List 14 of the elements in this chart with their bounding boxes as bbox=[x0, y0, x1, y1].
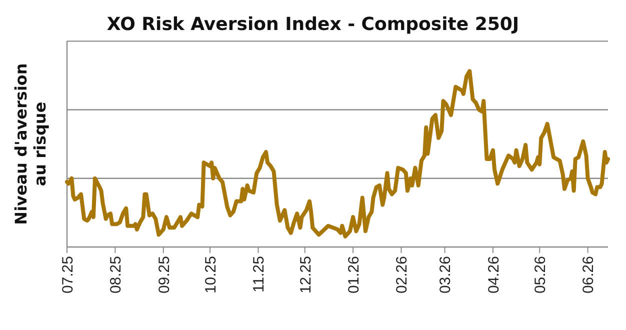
x-tick-label: 09.25 bbox=[156, 256, 173, 294]
x-tick-label: 04.26 bbox=[485, 256, 502, 294]
x-tick-label: 01.26 bbox=[345, 256, 362, 294]
x-tick-label: 05.26 bbox=[532, 256, 549, 294]
x-tick-label: 11.25 bbox=[250, 256, 268, 292]
x-tick-label: 08.25 bbox=[108, 256, 125, 294]
x-tick-label: 03.26 bbox=[437, 256, 454, 294]
x-tick-label: 07.25 bbox=[59, 256, 76, 294]
x-tick-label: 10.25 bbox=[202, 256, 220, 294]
x-tick-label: 06.26 bbox=[580, 256, 598, 294]
chart-title: XO Risk Aversion Index - Composite 250J bbox=[106, 14, 520, 35]
y-axis-title: Niveau d'aversion au risque bbox=[11, 63, 50, 225]
x-tick-label: 12.25 bbox=[297, 256, 314, 294]
x-tick-label: 02.26 bbox=[394, 256, 411, 294]
